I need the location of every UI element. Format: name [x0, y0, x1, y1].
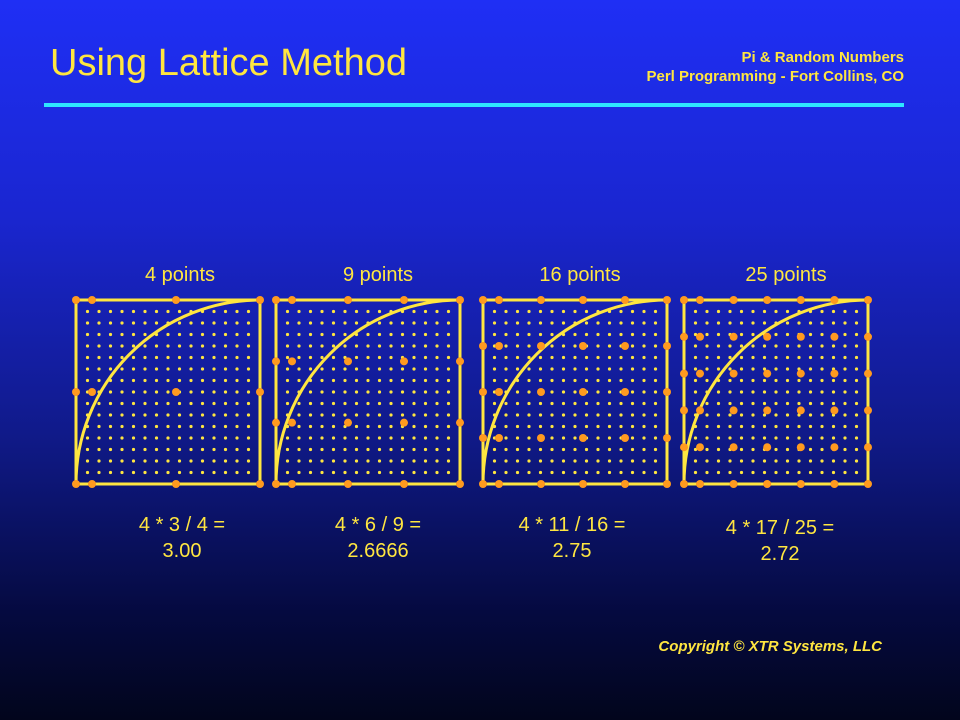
panel-label-16: 16 points — [539, 264, 621, 286]
formula-16-result: 2.75 — [552, 540, 592, 562]
formula-9-result: 2.6666 — [347, 540, 409, 562]
slide-subtitle: Pi & Random Numbers Perl Programming - F… — [646, 48, 904, 86]
formula-16: 4 * 11 / 16 = 2.75 — [472, 512, 672, 564]
slide-title: Using Lattice Method — [50, 42, 407, 84]
formula-4: 4 * 3 / 4 = 3.00 — [82, 512, 282, 564]
panel-4-quarter-arc — [74, 298, 261, 485]
formula-25-result: 2.72 — [760, 543, 800, 565]
formula-25: 4 * 17 / 25 = 2.72 — [680, 515, 880, 567]
panel-9-grid-dots — [285, 309, 451, 475]
copyright-notice: Copyright © XTR Systems, LLC — [658, 638, 882, 655]
panel-16-quarter-arc — [481, 298, 668, 485]
formula-9-expression: 4 * 6 / 9 = — [334, 514, 422, 536]
formula-25-expression: 4 * 17 / 25 = — [725, 517, 835, 539]
subtitle-line-2: Perl Programming - Fort Collins, CO — [646, 68, 904, 85]
panel-label-9: 9 points — [342, 264, 414, 286]
title-divider — [44, 103, 904, 107]
panel-label-4: 4 points — [144, 264, 216, 286]
panel-16-grid-dots — [492, 309, 658, 475]
formula-9: 4 * 6 / 9 = 2.6666 — [278, 512, 478, 564]
panel-label-25: 25 points — [745, 264, 827, 286]
panel-4-grid-dots — [85, 309, 251, 475]
panel-16-lattice-points — [479, 296, 671, 488]
panel-9-square — [274, 298, 462, 486]
panel-25-square — [682, 298, 870, 486]
panel-9-lattice-points — [272, 296, 464, 488]
panel-25-lattice-points — [680, 296, 872, 488]
panel-25-quarter-arc — [682, 298, 869, 485]
panel-4-lattice-points — [72, 296, 264, 488]
formula-4-expression: 4 * 3 / 4 = — [138, 514, 226, 536]
formula-4-result: 3.00 — [162, 540, 202, 562]
subtitle-line-1: Pi & Random Numbers — [741, 49, 904, 66]
formula-16-expression: 4 * 11 / 16 = — [518, 514, 626, 536]
panel-9-quarter-arc — [274, 298, 461, 485]
